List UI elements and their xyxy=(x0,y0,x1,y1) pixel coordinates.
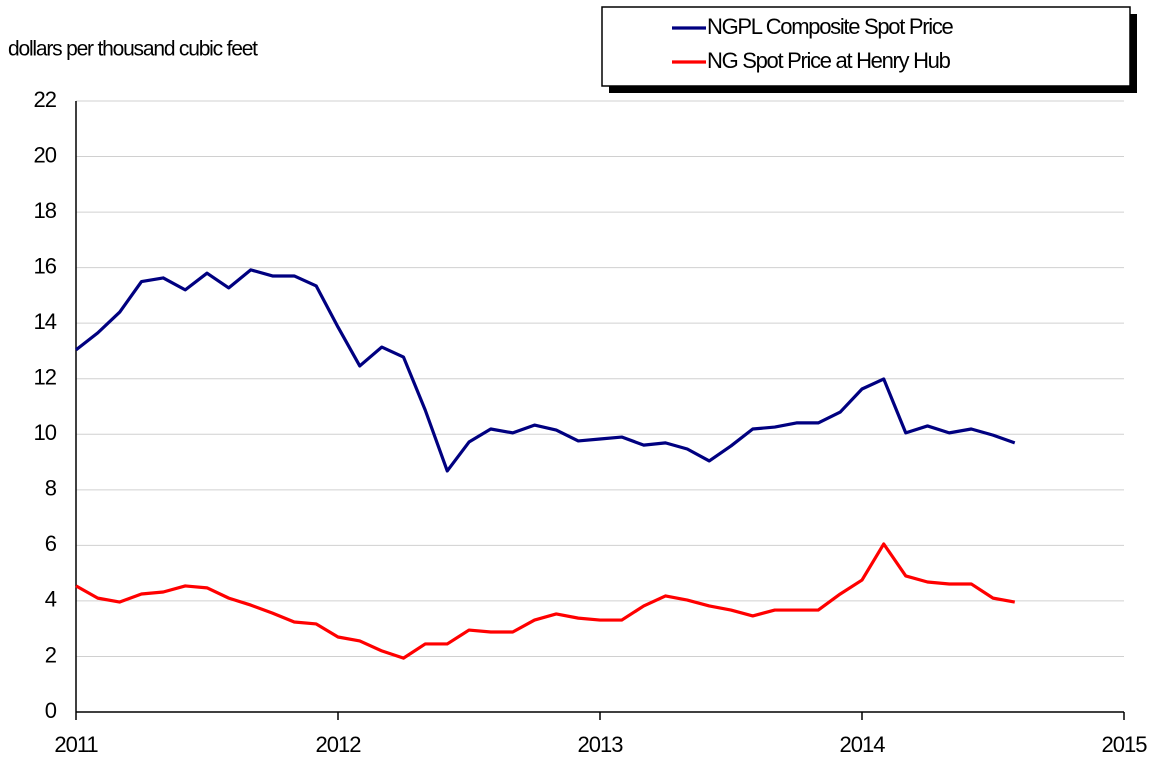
legend-label: NG Spot Price at Henry Hub xyxy=(707,48,951,73)
y-tick-label: 0 xyxy=(45,698,57,723)
series-line xyxy=(75,268,1016,473)
legend-box xyxy=(601,6,1131,87)
legend: NGPL Composite Spot Price NG Spot Price a… xyxy=(601,6,1137,93)
y-tick-label: 2 xyxy=(45,642,57,667)
x-tick-label: 2013 xyxy=(578,732,624,757)
y-axis-label: dollars per thousand cubic feet xyxy=(8,38,258,61)
y-tick-label: 14 xyxy=(34,309,57,334)
y-tick-label: 16 xyxy=(34,253,57,278)
y-tick-label: 8 xyxy=(45,476,57,501)
x-tick-label: 2015 xyxy=(1102,732,1148,757)
y-tick-label: 4 xyxy=(45,587,57,612)
y-tick-label: 12 xyxy=(34,365,57,390)
x-tick-label: 2011 xyxy=(54,732,98,757)
y-tick-label: 10 xyxy=(34,420,57,445)
legend-label: NGPL Composite Spot Price xyxy=(707,14,954,39)
y-tick-label: 6 xyxy=(45,531,57,556)
y-tick-label: 20 xyxy=(34,142,57,167)
x-tick-label: 2014 xyxy=(840,732,886,757)
y-tick-label: 18 xyxy=(34,198,57,223)
x-tick-label: 2012 xyxy=(316,732,362,757)
y-tick-label: 22 xyxy=(34,87,57,112)
series-line xyxy=(75,542,1016,660)
